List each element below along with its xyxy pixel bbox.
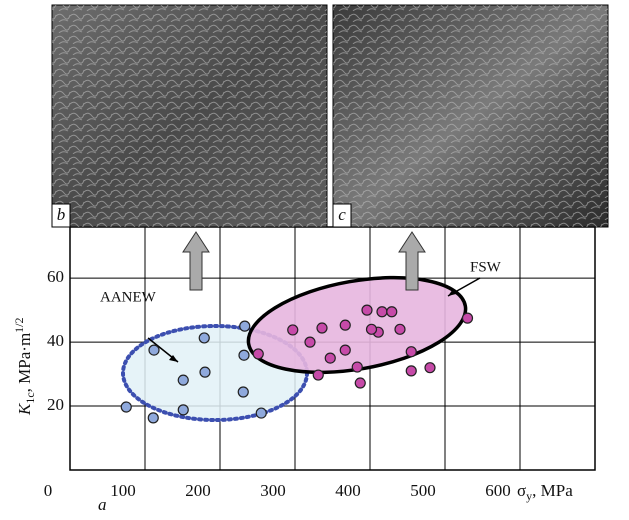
- point: [325, 353, 335, 363]
- point: [199, 333, 209, 343]
- x-axis-label-part: , MPa: [532, 481, 573, 500]
- x-tick-label: 500: [410, 481, 436, 500]
- point: [240, 321, 250, 331]
- point: [340, 320, 350, 330]
- x-tick-label: 100: [110, 481, 136, 500]
- point: [148, 413, 158, 423]
- point: [178, 375, 188, 385]
- point: [253, 349, 263, 359]
- y-axis-label: K1c, MPa·m1/2: [12, 317, 37, 416]
- plot-area: 0 100 200 300 400 500 600 20 40 60 AANEW FSW: [44, 227, 595, 500]
- panel-label: b: [57, 205, 66, 224]
- point: [406, 366, 416, 376]
- point: [425, 363, 435, 373]
- figure: 0100200300400500600204060AANEWFSW b c a …: [0, 0, 629, 520]
- x-tick-label: 300: [260, 481, 286, 500]
- point: [463, 313, 473, 323]
- point: [377, 307, 387, 317]
- point: [340, 345, 350, 355]
- x-axis-label-part: σ: [517, 481, 526, 500]
- y-axis-label-part: , MPa·m: [15, 333, 34, 393]
- point: [362, 305, 372, 315]
- point: [313, 370, 323, 380]
- point: [238, 387, 248, 397]
- point: [149, 345, 159, 355]
- panel-label: c: [338, 205, 346, 224]
- y-axis-label-part: 1c: [23, 392, 37, 403]
- legend-label: AANEW: [100, 289, 157, 305]
- point: [305, 337, 315, 347]
- legend-label: FSW: [470, 259, 502, 275]
- y-tick-label: 60: [47, 267, 64, 286]
- point: [352, 362, 362, 372]
- point: [178, 405, 188, 415]
- point: [317, 323, 327, 333]
- y-tick-label: 20: [47, 395, 64, 414]
- panel-label: a: [98, 495, 107, 514]
- point: [406, 347, 416, 357]
- point: [200, 367, 210, 377]
- x-tick-label: 200: [185, 481, 211, 500]
- y-tick-label: 40: [47, 331, 64, 350]
- x-tick-label: 600: [485, 481, 511, 500]
- point: [355, 378, 365, 388]
- sem-texture: [52, 5, 327, 227]
- x-tick-label: 400: [335, 481, 361, 500]
- point: [256, 408, 266, 418]
- point: [395, 324, 405, 334]
- point: [239, 350, 249, 360]
- y-axis-label-part: 1/2: [12, 317, 26, 332]
- x-tick-label: 0: [44, 481, 53, 500]
- point: [387, 307, 397, 317]
- point: [288, 325, 298, 335]
- sem-texture: [333, 5, 608, 227]
- point: [367, 324, 377, 334]
- x-axis-label: σy, MPa: [517, 481, 573, 503]
- point: [121, 402, 131, 412]
